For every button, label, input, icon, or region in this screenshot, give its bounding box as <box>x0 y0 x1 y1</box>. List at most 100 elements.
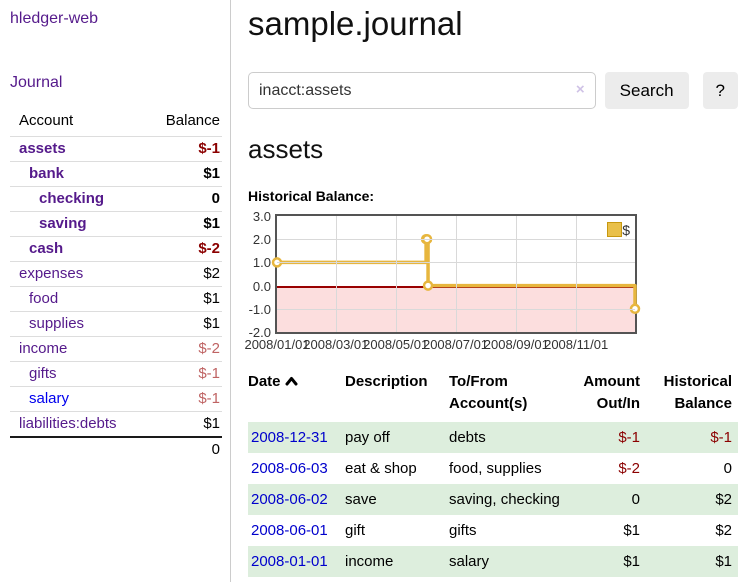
chart-plot-area: $ <box>271 214 641 334</box>
register-accounts: gifts <box>449 521 477 539</box>
account-balance: $-2 <box>141 236 222 262</box>
account-row: cash $-2 <box>10 236 222 262</box>
sidebar-account-link[interactable]: saving <box>39 215 87 232</box>
register-balance: $2 <box>646 483 738 515</box>
sidebar-account-link[interactable]: expenses <box>19 265 84 282</box>
register-balance: $-1 <box>646 421 738 453</box>
account-row: gifts $-1 <box>10 361 222 387</box>
page-title: sample.journal <box>248 5 463 42</box>
register-date-link[interactable]: 2008-06-02 <box>251 490 328 508</box>
account-balance: $1 <box>141 411 222 437</box>
app-brand-link[interactable]: hledger-web <box>10 10 99 27</box>
register-date-link[interactable]: 2008-12-31 <box>251 428 328 446</box>
account-row: bank $1 <box>10 161 222 187</box>
account-balance: $1 <box>141 311 222 337</box>
search-form: × Search ? <box>248 72 738 109</box>
y-axis-tick-label: -2.0 <box>248 325 271 340</box>
register-accounts: saving, checking <box>449 483 574 515</box>
account-balance: 0 <box>141 186 222 212</box>
search-input[interactable] <box>248 72 596 109</box>
y-axis-tick-label: -1.0 <box>248 301 271 317</box>
y-axis-tick-label: 0.0 <box>252 278 271 294</box>
help-button[interactable]: ? <box>702 72 738 109</box>
account-row: food $1 <box>10 286 222 312</box>
register-accounts: food, supplies <box>449 459 542 477</box>
y-axis-tick-label: 2.0 <box>252 232 271 248</box>
legend-label: $ <box>622 222 630 238</box>
register-row: 2008-06-01 gift gifts $1 $2 <box>248 515 738 546</box>
account-row: assets $-1 <box>10 136 222 162</box>
sidebar-item-journal[interactable]: Journal <box>10 74 63 91</box>
register-date-link[interactable]: 2008-01-01 <box>251 552 328 570</box>
register-row: 2008-06-03 eat & shop food, supplies $-2 0 <box>248 453 738 484</box>
register-accounts: debts <box>449 421 574 453</box>
register-header-amount: Amount Out/In <box>583 373 640 412</box>
accounts-header-balance: Balance <box>165 112 220 129</box>
account-balance: $1 <box>141 211 222 237</box>
register-amount: $1 <box>574 545 646 577</box>
gridline-v <box>335 216 337 332</box>
gridline-v <box>395 216 397 332</box>
historical-balance-chart: $ 2008/01/01 2008/03/01 2008/05/01 2008/07/… <box>244 209 738 352</box>
register-amount: $1 <box>623 521 640 539</box>
register-row: 2008-06-02 save saving, checking 0 $2 <box>248 483 738 515</box>
sidebar-account-link[interactable]: gifts <box>29 365 57 382</box>
sidebar-account-link[interactable]: checking <box>39 190 105 207</box>
clear-search-icon[interactable]: × <box>575 81 585 98</box>
account-row: supplies $1 <box>10 311 222 337</box>
register-header-date[interactable]: Date <box>248 368 345 422</box>
account-balance: $-1 <box>141 361 222 387</box>
register-row: 2008-12-31 pay off debts $-1 $-1 <box>248 421 738 453</box>
register-header-balance: Historical Balance <box>663 373 732 412</box>
account-balance: $1 <box>141 286 222 312</box>
accounts-header-account: Account <box>19 112 74 129</box>
account-balance: $2 <box>141 261 222 287</box>
sidebar-account-link[interactable]: assets <box>19 140 66 157</box>
sidebar-account-link[interactable]: food <box>29 290 59 307</box>
account-row: salary $-1 <box>10 386 222 412</box>
account-row: income $-2 <box>10 336 222 362</box>
legend-swatch-icon <box>607 222 623 237</box>
register-table: Date Description To/From Account(s) Amou… <box>248 368 738 577</box>
accounts-total-row: 0 <box>10 436 222 462</box>
register-date-link[interactable]: 2008-06-03 <box>251 459 328 477</box>
sidebar-account-link[interactable]: income <box>19 340 68 357</box>
register-balance: $1 <box>646 545 738 577</box>
account-row: saving $1 <box>10 211 222 237</box>
sidebar-account-link[interactable]: cash <box>29 240 64 257</box>
account-page-title: assets <box>248 134 324 164</box>
register-description: pay off <box>345 421 449 453</box>
sidebar-account-link[interactable]: salary <box>29 390 70 407</box>
register-description: income <box>345 545 449 577</box>
account-balance: $1 <box>141 161 222 187</box>
register-balance: $2 <box>715 521 732 539</box>
search-button[interactable]: Search <box>604 72 689 109</box>
chart-title: Historical Balance: <box>248 188 375 204</box>
account-balance: $-1 <box>141 386 222 412</box>
register-amount: $-1 <box>574 421 646 453</box>
register-description: eat & shop <box>345 459 417 477</box>
x-axis-tick-label: 2008/03/01 <box>303 337 369 352</box>
account-balance: $-2 <box>141 336 222 362</box>
sidebar-account-link[interactable]: supplies <box>29 315 85 332</box>
gridline-v <box>455 216 457 332</box>
register-header-accounts: To/From Account(s) <box>449 373 528 412</box>
register-amount: 0 <box>574 483 646 515</box>
accounts-total-value: 0 <box>141 436 222 462</box>
sort-ascending-icon <box>285 377 298 386</box>
account-row: checking 0 <box>10 186 222 212</box>
x-axis-tick-label: 2008/07/01 <box>422 337 489 352</box>
register-date-link[interactable]: 2008-06-01 <box>251 521 328 539</box>
account-row: liabilities:debts $1 <box>10 411 222 437</box>
sidebar: hledger-web Journal Account Balance asse… <box>0 0 231 582</box>
account-balance: $-1 <box>141 136 222 162</box>
register-description: save <box>345 483 449 515</box>
sidebar-account-link[interactable]: liabilities:debts <box>19 415 117 432</box>
accounts-table: Account Balance assets $-1 bank $1 checking 0… <box>10 108 222 462</box>
register-row: 2008-01-01 income salary $1 $1 <box>248 545 738 577</box>
sidebar-account-link[interactable]: bank <box>29 165 65 182</box>
x-axis-tick-label: 2008/01/01 <box>244 337 310 352</box>
chart-legend: $ <box>607 222 630 238</box>
register-description: gift <box>345 521 366 539</box>
register-accounts: salary <box>449 545 574 577</box>
